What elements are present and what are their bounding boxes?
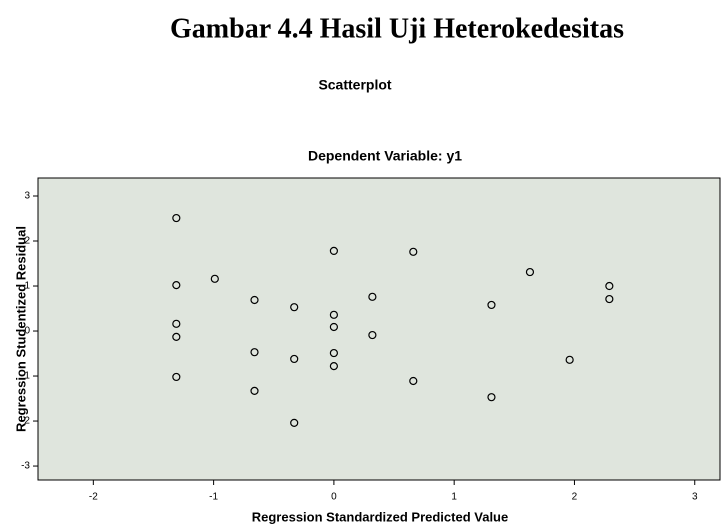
y-tick-label: -3	[21, 461, 30, 472]
x-tick-label: 2	[572, 492, 578, 503]
y-tick-label: 1	[24, 281, 30, 292]
x-tick-label: -2	[89, 492, 98, 503]
x-tick-label: 0	[331, 492, 337, 503]
page: {"caption": "Gambar 4.4 Hasil Uji Hetero…	[0, 0, 721, 527]
y-tick-label: -2	[21, 416, 30, 427]
x-tick-label: -1	[209, 492, 218, 503]
figure: Gambar 4.4 Hasil Uji Heterokedesitas Sca…	[0, 0, 721, 527]
chart-title: Scatterplot	[318, 77, 391, 93]
x-axis-label: Regression Standardized Predicted Value	[252, 509, 508, 524]
plot-area	[38, 178, 720, 480]
x-tick-label: 1	[451, 492, 457, 503]
y-tick-label: 3	[24, 191, 30, 202]
chart-subtitle: Dependent Variable: y1	[308, 148, 462, 164]
figure-caption: Gambar 4.4 Hasil Uji Heterokedesitas	[170, 13, 624, 44]
y-tick-label: 0	[24, 326, 30, 337]
y-tick-label: 2	[24, 236, 30, 247]
x-tick-label: 3	[692, 492, 698, 503]
y-tick-label: -1	[21, 371, 30, 382]
